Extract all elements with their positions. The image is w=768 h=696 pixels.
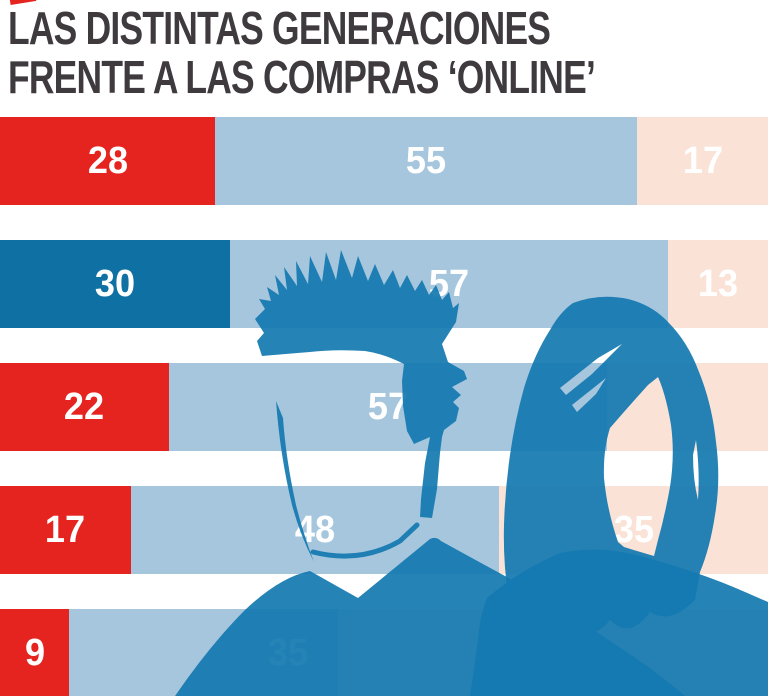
bar-segment: [668, 240, 768, 328]
bar-row: 17 48 35: [0, 486, 768, 574]
bar-segment: [637, 117, 768, 205]
bar-segment-label: 17: [45, 509, 86, 551]
bar-segment: [0, 117, 216, 205]
bar-segment-label: 28: [87, 140, 128, 182]
bar-segment: [0, 486, 131, 574]
bar-segment-label: 22: [64, 386, 105, 428]
bar-segment-label: 13: [697, 263, 739, 305]
chart-title-line1: LAS DISTINTAS GENERACIONES: [8, 2, 551, 54]
bar-segment-label: 57: [367, 386, 408, 428]
bar-segment-label: 17: [682, 140, 723, 182]
bar-segment: [0, 609, 70, 696]
bar-segment: [215, 117, 638, 205]
bar-segment: [0, 240, 231, 328]
woman-silhouette: [470, 296, 768, 696]
chart-title-line2: FRENTE A LAS COMPRAS ‘ONLINE’: [8, 51, 596, 103]
chart-title: LAS DISTINTAS GENERACIONES FRENTE A LAS …: [8, 2, 596, 103]
bar-segment-label: 55: [406, 140, 447, 182]
bar-segment-label: 35: [613, 509, 654, 551]
bar-segment-label: 9: [24, 632, 45, 674]
bar-segment: [0, 363, 169, 451]
bar-segment-label: 30: [95, 263, 136, 305]
bar-row: 28 55 17: [0, 117, 768, 205]
